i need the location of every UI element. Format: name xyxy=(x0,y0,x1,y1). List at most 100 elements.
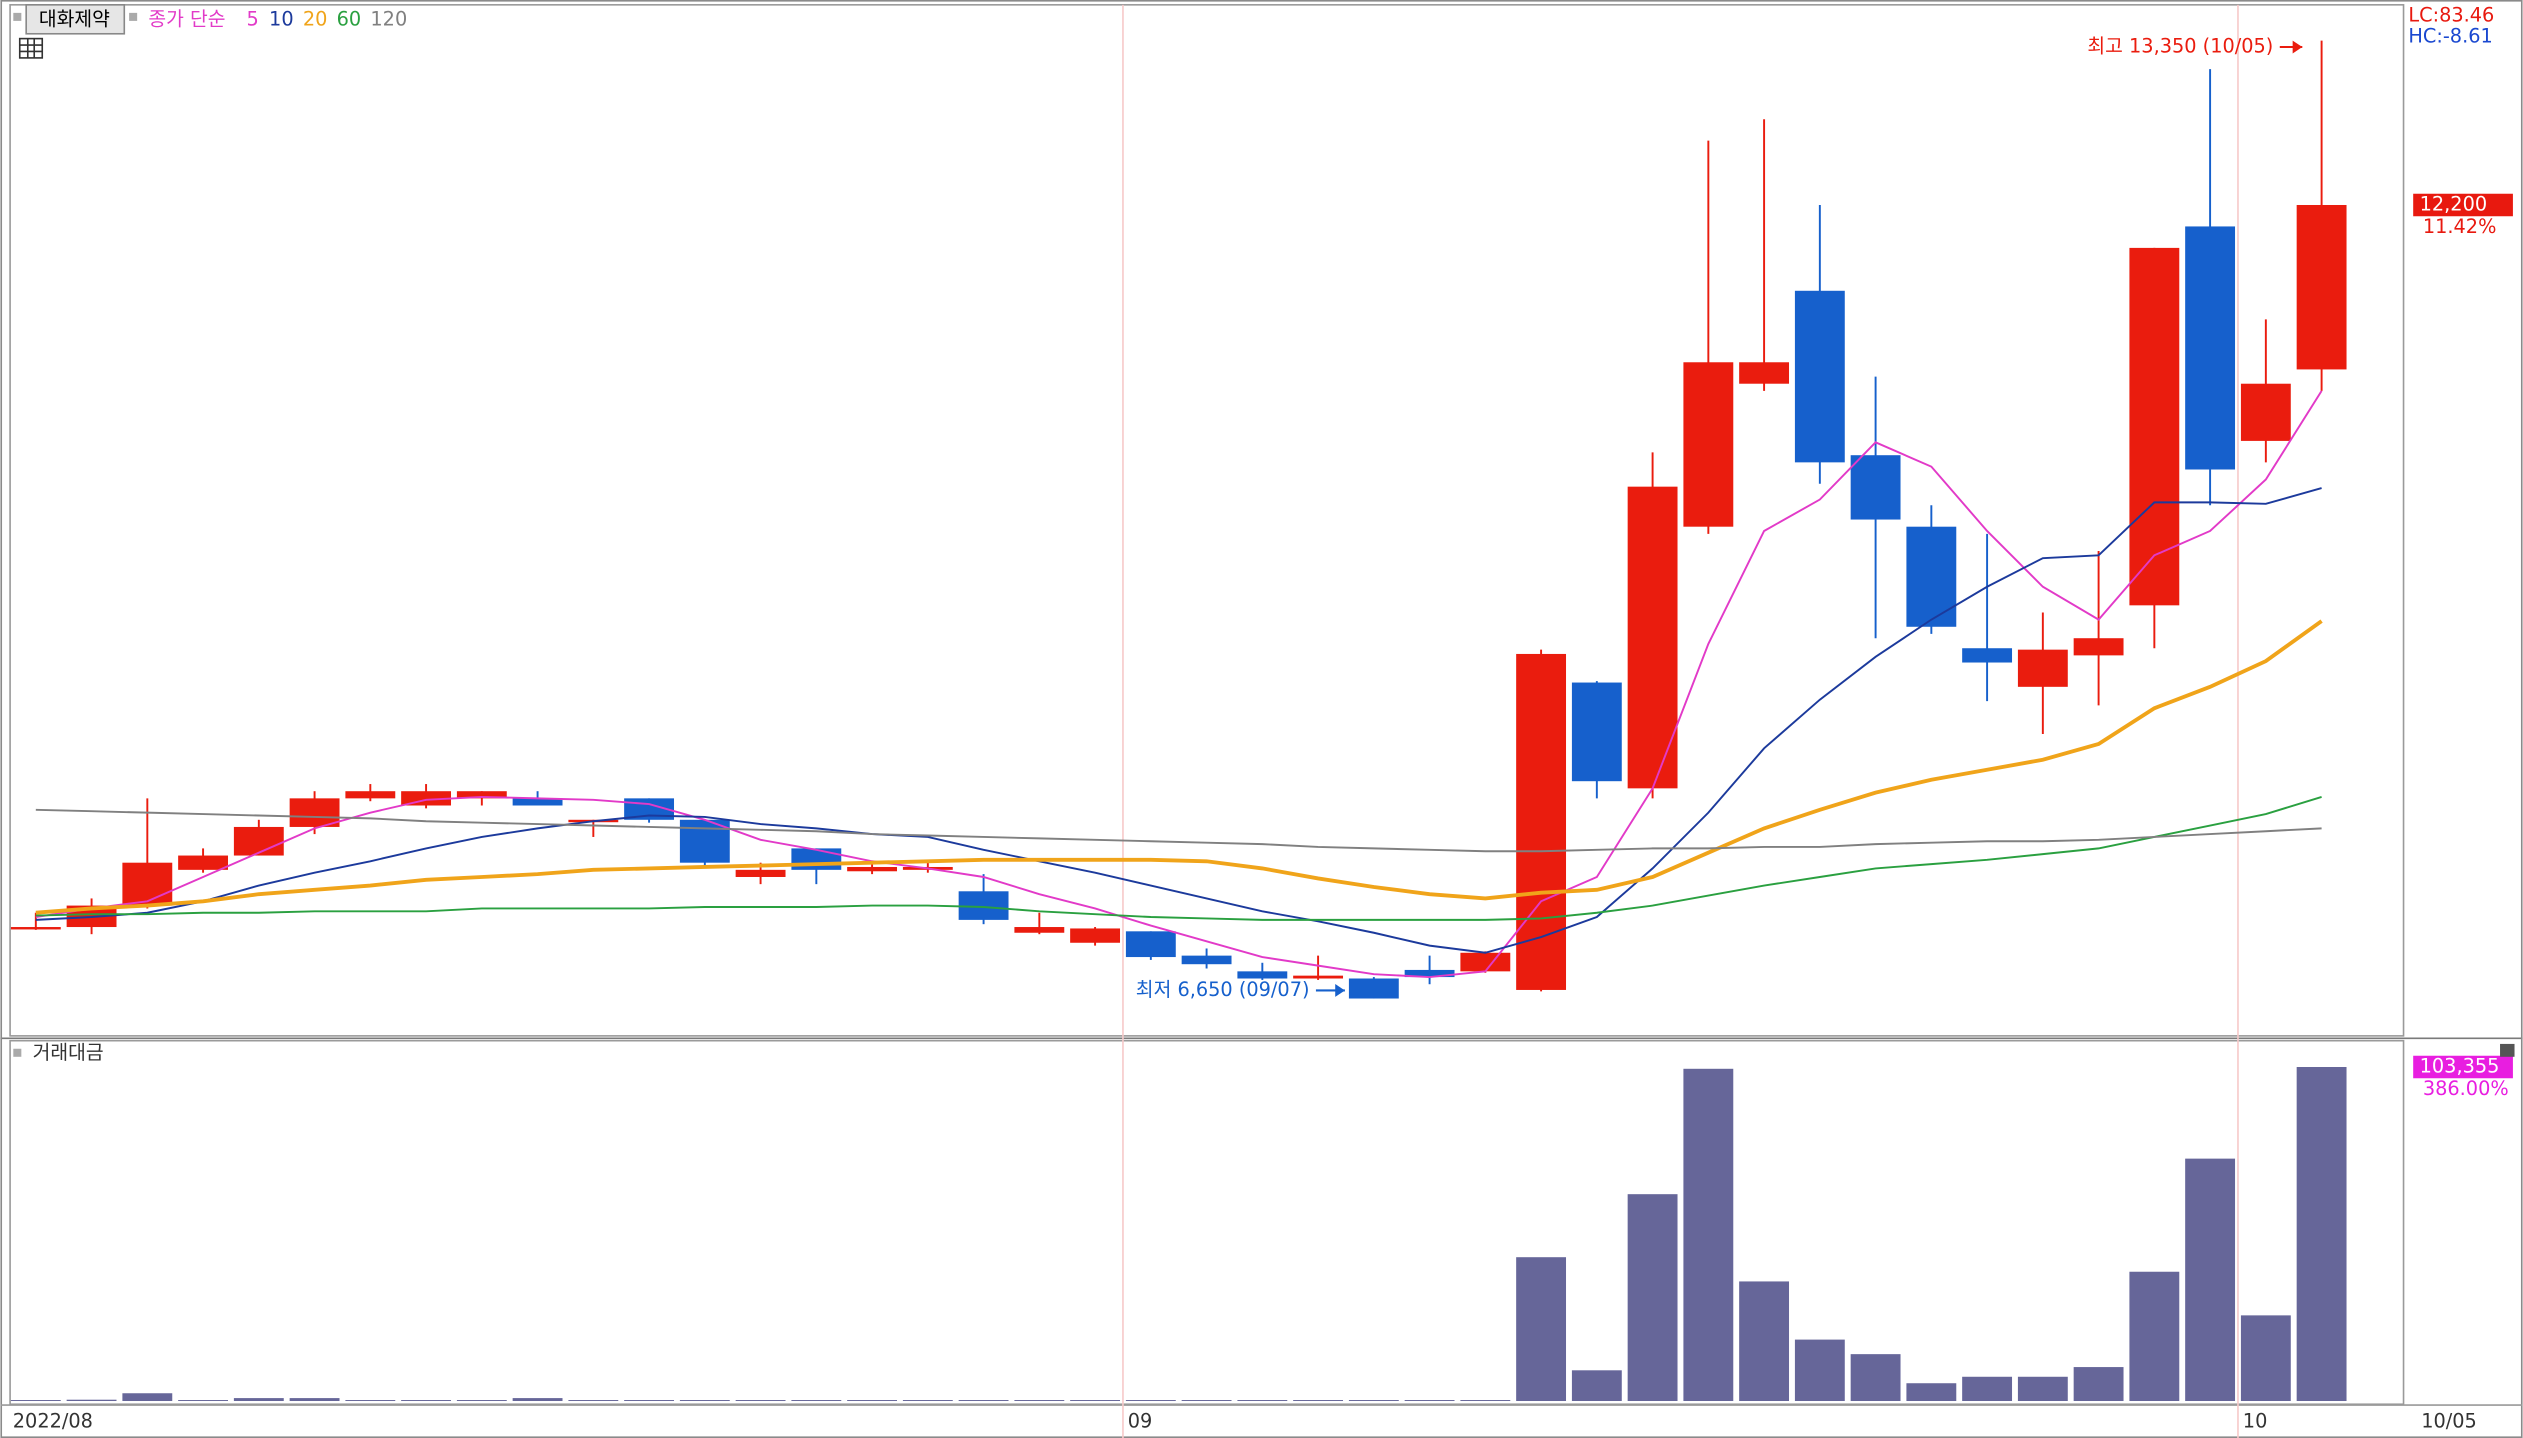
candle-body xyxy=(2073,638,2124,656)
toolbar-marker xyxy=(129,12,138,21)
high-annotation: 최고 13,350 (10/05) xyxy=(2087,35,2273,58)
moving-average-line xyxy=(35,796,2322,921)
bar xyxy=(624,1400,675,1402)
bar xyxy=(902,1400,953,1402)
bar xyxy=(345,1400,396,1402)
bar xyxy=(1571,1370,1622,1402)
candle-body xyxy=(1516,653,1567,990)
candle-body xyxy=(1627,486,1678,789)
candle-body xyxy=(1293,975,1344,979)
bar xyxy=(1460,1400,1511,1402)
bar xyxy=(1181,1400,1232,1402)
bar xyxy=(178,1400,229,1402)
volume-panel-title: 거래대금 xyxy=(33,1041,104,1064)
x-tick-label: 2022/08 xyxy=(13,1409,93,1432)
bar xyxy=(1850,1354,1901,1402)
legend-entry: 60 xyxy=(337,8,362,31)
bar xyxy=(289,1398,340,1402)
bar xyxy=(10,1400,61,1402)
bar xyxy=(1070,1400,1121,1402)
bar xyxy=(512,1398,563,1402)
candle-body xyxy=(178,855,229,870)
candle-body xyxy=(2240,383,2291,441)
moving-average-line xyxy=(35,808,2322,853)
bar xyxy=(2129,1271,2180,1402)
bar xyxy=(1962,1376,2013,1402)
bar xyxy=(2073,1367,2124,1402)
price-tag xyxy=(2413,193,2513,217)
price-panel xyxy=(9,4,2405,1037)
candle-body xyxy=(1014,927,1065,933)
bar xyxy=(735,1400,786,1402)
candle-body xyxy=(1125,931,1176,958)
candle-body xyxy=(958,891,1009,920)
bar xyxy=(1683,1068,1734,1402)
candle-body xyxy=(289,798,340,827)
legend-entry: 5 xyxy=(247,8,259,31)
legend-entry: 20 xyxy=(303,8,328,31)
indicator: HC:-8.61 xyxy=(2408,24,2492,47)
bar xyxy=(791,1400,842,1402)
bar xyxy=(847,1400,898,1402)
candle-body xyxy=(2296,204,2347,370)
candle-body xyxy=(1571,682,1622,782)
candle-body xyxy=(456,791,507,799)
candle-body xyxy=(847,866,898,872)
candle-body xyxy=(1962,648,2013,663)
bar xyxy=(1404,1400,1455,1402)
legend-title: 종가 단순 xyxy=(148,8,225,31)
bar xyxy=(1739,1281,1790,1402)
toolbar-marker xyxy=(13,12,22,21)
bar xyxy=(401,1400,452,1402)
candle-body xyxy=(791,848,842,870)
candle-body xyxy=(1404,969,1455,978)
bar xyxy=(2240,1315,2291,1402)
candle-body xyxy=(10,927,61,930)
close-panel[interactable] xyxy=(2500,1043,2515,1057)
moving-average-line xyxy=(35,487,2322,954)
candle-body xyxy=(1794,290,1845,463)
candle-body xyxy=(2129,247,2180,606)
candle-body xyxy=(512,798,563,806)
bar xyxy=(2296,1066,2347,1402)
candle-body xyxy=(1348,978,1399,999)
legend-entry: 120 xyxy=(370,8,407,31)
bar xyxy=(679,1400,730,1402)
bar xyxy=(1348,1400,1399,1402)
bar xyxy=(1794,1339,1845,1402)
candle-body xyxy=(2185,226,2236,470)
bar xyxy=(1014,1400,1065,1402)
x-tick-label: 09 xyxy=(1128,1409,1153,1432)
arrow-head xyxy=(1335,984,1345,997)
candle-body xyxy=(1683,362,1734,527)
x-tick-label: 10 xyxy=(2243,1409,2268,1432)
table-icon[interactable] xyxy=(18,37,44,59)
candle-body xyxy=(2017,649,2068,687)
bar xyxy=(1293,1400,1344,1402)
x-end-label: 10/05 xyxy=(2421,1409,2477,1432)
bar xyxy=(958,1400,1009,1402)
bar xyxy=(1906,1383,1957,1402)
candle-body xyxy=(1739,362,1790,384)
indicator: LC:83.46 xyxy=(2408,4,2494,27)
moving-average-line xyxy=(35,390,2323,979)
volume-tag xyxy=(2413,1055,2513,1079)
symbol-button[interactable] xyxy=(25,4,126,35)
bar xyxy=(1627,1194,1678,1402)
price-change: 11.42% xyxy=(2423,215,2497,238)
volume-tag-label: 103,355 xyxy=(2420,1054,2500,1077)
bar xyxy=(568,1400,619,1402)
volume-change: 386.00% xyxy=(2423,1077,2509,1100)
bar xyxy=(1237,1400,1288,1402)
candle-body xyxy=(735,869,786,877)
candle-body xyxy=(1460,952,1511,972)
bar xyxy=(456,1400,507,1402)
bar xyxy=(1125,1400,1176,1402)
candle-body xyxy=(1850,455,1901,520)
price-tag-label: 12,200 xyxy=(2420,192,2488,215)
bar xyxy=(2017,1376,2068,1402)
candle-body xyxy=(233,826,284,856)
bar xyxy=(1516,1257,1567,1402)
